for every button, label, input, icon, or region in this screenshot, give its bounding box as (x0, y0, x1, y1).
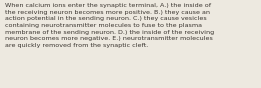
Text: When calcium ions enter the synaptic terminal, A.) the inside of
the receiving n: When calcium ions enter the synaptic ter… (5, 3, 214, 48)
